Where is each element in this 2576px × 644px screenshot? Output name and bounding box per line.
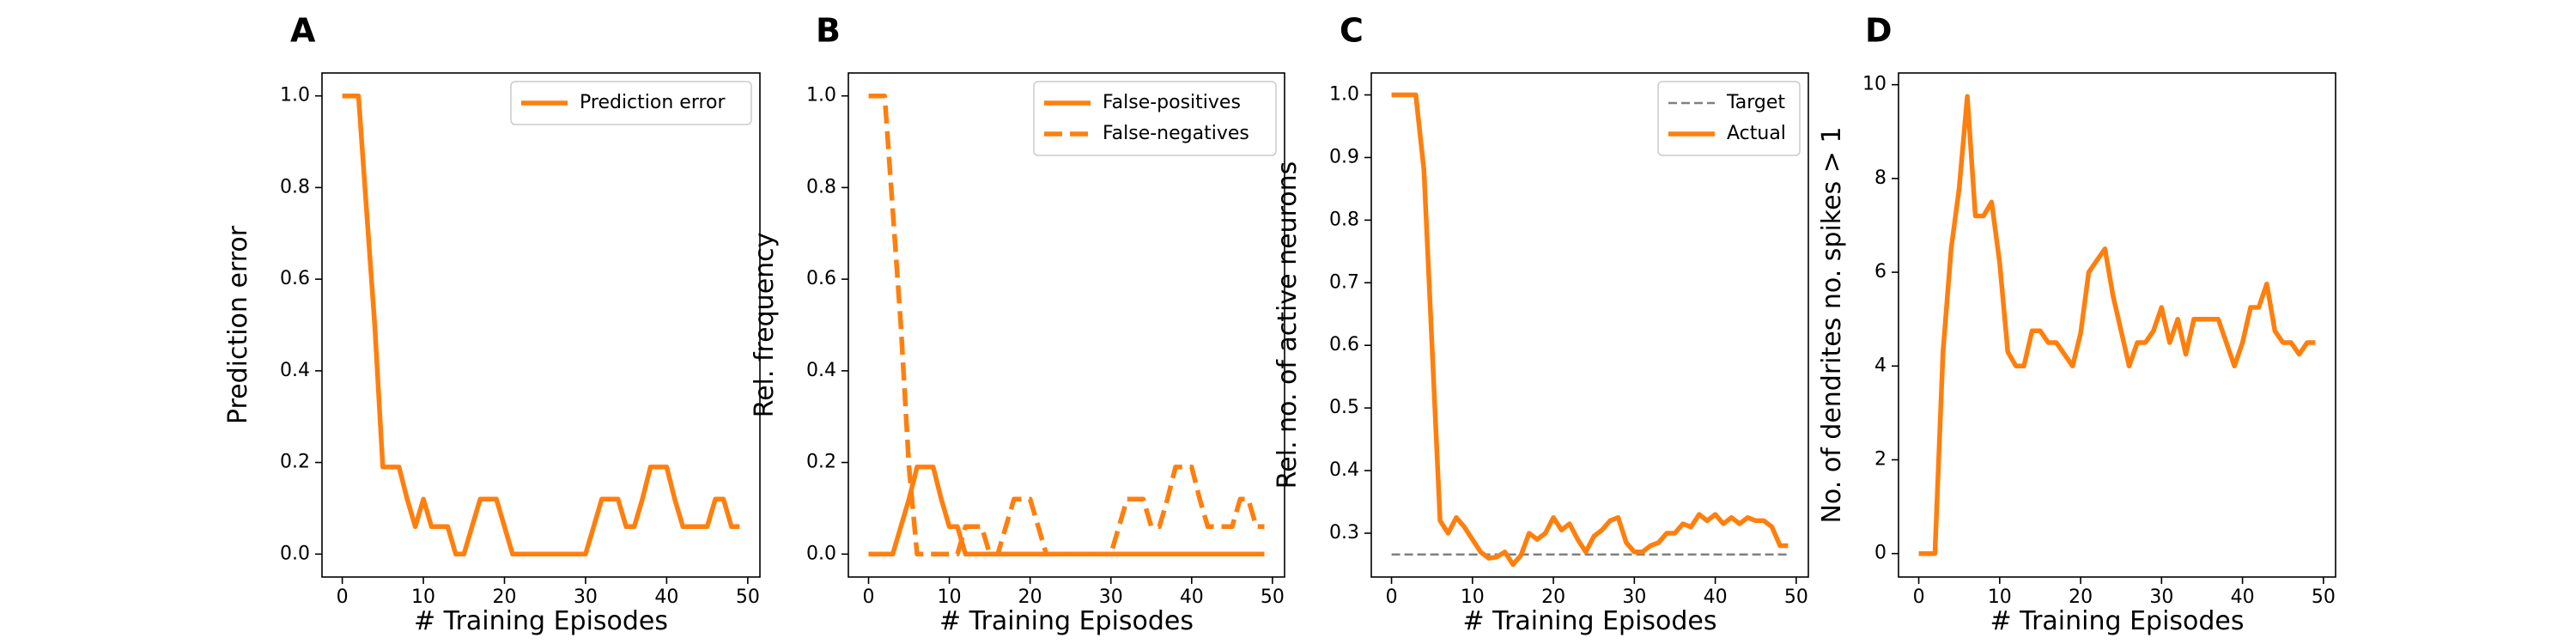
legend-box	[1657, 81, 1801, 156]
panel-letter: D	[1865, 12, 1893, 50]
legend-label: False-positives	[1103, 92, 1241, 113]
x-tick-label: 0	[863, 586, 875, 608]
x-tick-label: 30	[1099, 586, 1123, 608]
x-tick-label: 20	[1018, 586, 1042, 608]
y-tick-label: 1.0	[280, 85, 310, 106]
panel-letter: B	[816, 12, 841, 50]
y-tick-label: 0.8	[280, 176, 310, 197]
y-tick-label: 0.8	[806, 176, 836, 197]
y-tick-label: 0.6	[806, 268, 836, 289]
y-tick-label: 0.0	[280, 543, 310, 564]
series-line-prediction-error	[342, 93, 740, 557]
panel-letter: A	[290, 12, 316, 50]
x-tick-label: 10	[1461, 586, 1485, 608]
x-tick-label: 50	[2312, 586, 2336, 608]
axes-frame	[321, 72, 761, 578]
x-tick-label: 10	[1988, 586, 2012, 608]
panel-b: B 0 10 20 30 40 50 0.0 0.2 0.4 0.6 0.8 1.0 # Training…	[750, 12, 1285, 636]
x-tick-label: 40	[2231, 586, 2255, 608]
axes-frame	[1898, 72, 2336, 578]
y-tick-label: 0.4	[280, 360, 310, 381]
x-tick-label: 10	[411, 586, 435, 608]
y-axis-label: No. of dendrites no. spikes > 1	[1817, 126, 1847, 523]
x-axis-label: # Training Episodes	[939, 606, 1194, 636]
x-axis-label: # Training Episodes	[414, 606, 668, 636]
y-tick-label: 0	[1874, 543, 1886, 564]
panel-c: C 0 10 20 30 40 50 0.3 0.4 0.5 0.6 0.7 0.8 0.9 1.0 # Tr…	[1273, 12, 1809, 636]
legend-box	[510, 81, 752, 125]
y-tick-label: 0.3	[1329, 522, 1359, 544]
y-axis-label: Prediction error	[223, 225, 253, 424]
legend-label: Actual	[1727, 123, 1786, 144]
y-tick-label: 0.8	[1329, 209, 1359, 230]
x-tick-label: 20	[493, 586, 517, 608]
x-tick-label: 30	[1622, 586, 1646, 608]
y-tick-label: 0.2	[280, 452, 310, 473]
series-line-actual	[1391, 92, 1789, 568]
panel-letter: C	[1340, 12, 1364, 50]
series-line-data	[1918, 94, 2316, 556]
x-tick-label: 30	[2149, 586, 2173, 608]
legend-label: Target	[1726, 92, 1785, 113]
y-tick-label: 0.5	[1329, 397, 1359, 418]
x-tick-label: 50	[736, 586, 760, 608]
y-tick-label: 1.0	[806, 85, 836, 106]
x-tick-label: 50	[1261, 586, 1285, 608]
x-tick-label: 30	[574, 586, 598, 608]
y-tick-label: 4	[1874, 355, 1886, 376]
x-axis-label: # Training Episodes	[1462, 606, 1716, 636]
x-tick-label: 50	[1784, 586, 1808, 608]
x-tick-label: 10	[938, 586, 962, 608]
panel-a: A 0 10 20 30 40 50 0.0 0.2 0.4 0.6 0.8 1.0 # Training…	[223, 12, 761, 636]
y-tick-label: 8	[1874, 167, 1886, 189]
x-tick-label: 20	[1541, 586, 1565, 608]
y-tick-label: 0.2	[806, 452, 836, 473]
y-tick-label: 2	[1874, 448, 1886, 470]
legend-box	[1033, 81, 1277, 156]
y-tick-label: 0.7	[1329, 271, 1359, 293]
y-axis-label: Rel. no. of active neurons	[1273, 161, 1303, 489]
legend: False-positives False-negatives	[1033, 81, 1277, 156]
y-tick-label: 0.6	[1329, 334, 1359, 355]
series-line-false-negatives	[868, 93, 1265, 557]
legend-label: False-negatives	[1103, 123, 1249, 144]
axes-frame	[1370, 72, 1809, 578]
legend: Target Actual	[1657, 81, 1801, 156]
legend-label: Prediction error	[580, 92, 726, 113]
y-tick-label: 10	[1862, 74, 1886, 95]
legend: Prediction error	[510, 81, 752, 125]
y-tick-label: 0.4	[1329, 459, 1359, 481]
y-tick-label: 0.0	[806, 543, 836, 564]
x-axis-label: # Training Episodes	[1990, 606, 2244, 636]
y-tick-label: 0.6	[280, 268, 310, 289]
x-tick-label: 0	[1913, 586, 1925, 608]
x-tick-label: 0	[337, 586, 349, 608]
y-axis-label: Rel. frequency	[750, 233, 780, 418]
axes-frame	[848, 72, 1285, 578]
y-tick-label: 6	[1874, 261, 1886, 283]
x-tick-label: 20	[2069, 586, 2093, 608]
x-tick-label: 40	[654, 586, 678, 608]
y-tick-label: 0.4	[806, 360, 836, 381]
y-tick-label: 1.0	[1329, 84, 1359, 106]
x-tick-label: 40	[1704, 586, 1728, 608]
x-tick-label: 0	[1386, 586, 1398, 608]
x-tick-label: 40	[1180, 586, 1204, 608]
series-line-false-positives	[868, 465, 1265, 557]
y-tick-label: 0.9	[1329, 146, 1359, 167]
